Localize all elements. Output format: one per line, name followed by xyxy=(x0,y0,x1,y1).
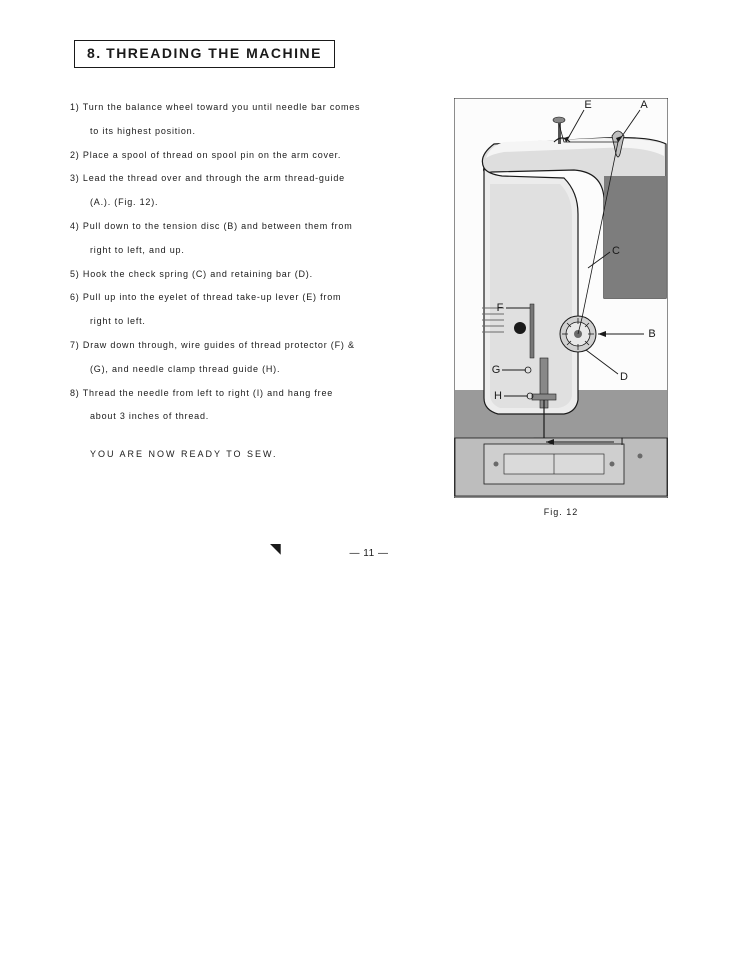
label-B: B xyxy=(648,328,655,340)
label-G: G xyxy=(492,364,501,376)
page-number: — 11 — xyxy=(350,548,389,559)
instruction-list: 1) Turn the balance wheel toward you unt… xyxy=(70,98,436,427)
figure-column: E A C B D F G xyxy=(454,98,668,517)
instructions-column: 1) Turn the balance wheel toward you unt… xyxy=(70,98,436,517)
instruction-item: 6) Pull up into the eyelet of thread tak… xyxy=(70,288,436,308)
instruction-continuation: to its highest position. xyxy=(70,122,436,142)
instruction-continuation: (A.). (Fig. 12). xyxy=(70,193,436,213)
section-title-box: 8. THREADING THE MACHINE xyxy=(74,40,335,68)
page-smudge: ◥ xyxy=(270,540,281,557)
label-A: A xyxy=(640,99,648,111)
label-I: I xyxy=(620,436,623,448)
instruction-item: 8) Thread the needle from left to right … xyxy=(70,384,436,404)
instruction-item: 4) Pull down to the tension disc (B) and… xyxy=(70,217,436,237)
instruction-continuation: about 3 inches of thread. xyxy=(70,407,436,427)
instruction-item: 7) Draw down through, wire guides of thr… xyxy=(70,336,436,356)
section-title: THREADING THE MACHINE xyxy=(106,45,322,61)
instruction-continuation: right to left. xyxy=(70,312,436,332)
label-F: F xyxy=(497,302,504,314)
instruction-item: 1) Turn the balance wheel toward you unt… xyxy=(70,98,436,118)
instruction-item: 3) Lead the thread over and through the … xyxy=(70,169,436,189)
instruction-continuation: (G), and needle clamp thread guide (H). xyxy=(70,360,436,380)
label-H: H xyxy=(494,390,502,402)
content-wrap: 1) Turn the balance wheel toward you unt… xyxy=(70,98,668,517)
figure-caption: Fig. 12 xyxy=(454,507,668,517)
instruction-item: 5) Hook the check spring (C) and retaini… xyxy=(70,265,436,285)
instruction-item: 2) Place a spool of thread on spool pin … xyxy=(70,146,436,166)
label-E: E xyxy=(584,99,591,111)
ready-text: YOU ARE NOW READY TO SEW. xyxy=(70,445,436,465)
instruction-continuation: right to left, and up. xyxy=(70,241,436,261)
label-C: C xyxy=(612,245,620,257)
section-number: 8. xyxy=(87,45,102,61)
label-D: D xyxy=(620,371,628,383)
figure-12-image: E A C B D F G xyxy=(454,98,668,498)
